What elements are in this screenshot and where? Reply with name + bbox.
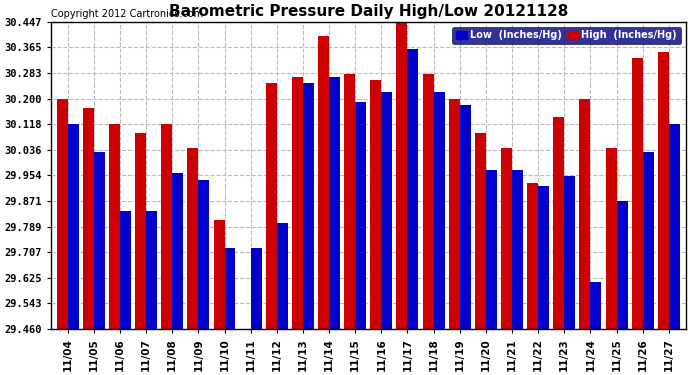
Bar — [382, 92, 393, 329]
Bar — [198, 180, 209, 329]
Title: Barometric Pressure Daily High/Low 20121128: Barometric Pressure Daily High/Low 20121… — [168, 4, 568, 19]
Bar — [57, 99, 68, 329]
Bar — [329, 77, 340, 329]
Bar — [512, 170, 523, 329]
Bar — [161, 123, 172, 329]
Bar — [475, 133, 486, 329]
Bar — [606, 148, 617, 329]
Bar — [68, 123, 79, 329]
Bar — [250, 248, 262, 329]
Bar — [538, 186, 549, 329]
Bar — [224, 248, 235, 329]
Bar — [292, 77, 303, 329]
Bar — [408, 49, 418, 329]
Bar — [642, 152, 653, 329]
Bar — [120, 211, 131, 329]
Bar — [83, 108, 94, 329]
Bar — [658, 52, 669, 329]
Bar — [213, 220, 224, 329]
Bar — [355, 102, 366, 329]
Bar — [632, 58, 642, 329]
Text: Copyright 2012 Cartronics.com: Copyright 2012 Cartronics.com — [50, 9, 203, 19]
Bar — [266, 83, 277, 329]
Bar — [318, 36, 329, 329]
Bar — [135, 133, 146, 329]
Bar — [303, 83, 314, 329]
Bar — [580, 99, 591, 329]
Bar — [669, 123, 680, 329]
Bar — [109, 123, 120, 329]
Bar — [460, 105, 471, 329]
Bar — [591, 282, 602, 329]
Bar — [146, 211, 157, 329]
Bar — [371, 80, 382, 329]
Bar — [486, 170, 497, 329]
Bar — [553, 117, 564, 329]
Bar — [277, 223, 288, 329]
Bar — [617, 201, 627, 329]
Bar — [423, 74, 433, 329]
Bar — [433, 92, 444, 329]
Bar — [344, 74, 355, 329]
Bar — [448, 99, 460, 329]
Bar — [188, 148, 198, 329]
Bar — [94, 152, 105, 329]
Bar — [397, 21, 408, 329]
Bar — [564, 176, 575, 329]
Bar — [172, 173, 184, 329]
Legend: Low  (Inches/Hg), High  (Inches/Hg): Low (Inches/Hg), High (Inches/Hg) — [452, 27, 681, 44]
Bar — [501, 148, 512, 329]
Bar — [527, 183, 538, 329]
